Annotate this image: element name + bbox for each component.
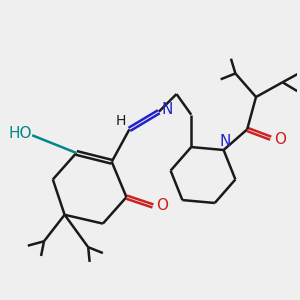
Text: N: N [219,134,231,149]
Text: HO: HO [8,126,32,141]
Text: O: O [274,132,286,147]
Text: N: N [161,102,173,117]
Text: H: H [116,114,126,128]
Text: O: O [156,198,168,213]
